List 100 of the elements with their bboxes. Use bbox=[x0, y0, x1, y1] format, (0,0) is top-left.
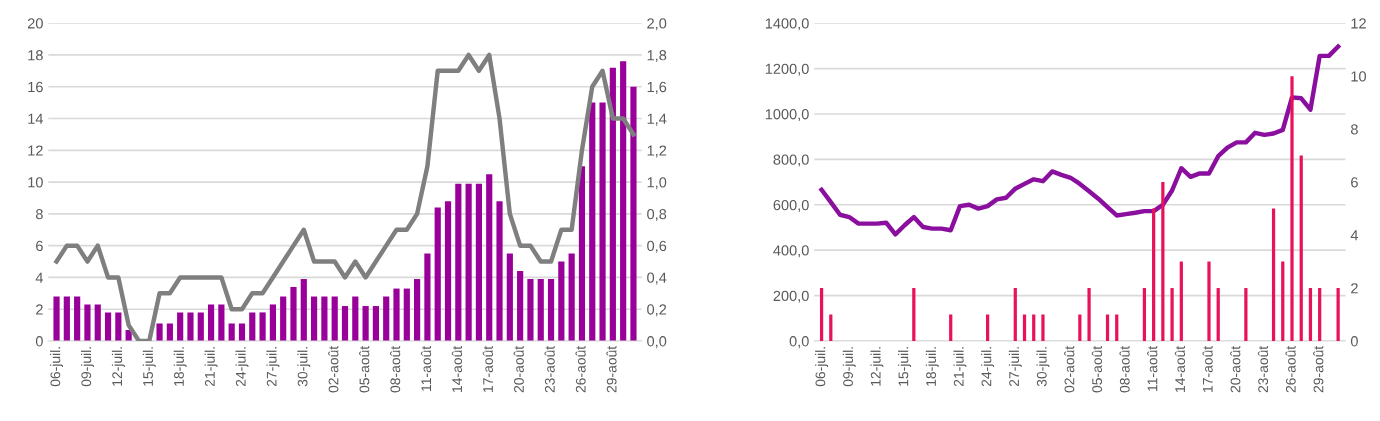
y-tick-label: 1000,0 bbox=[765, 109, 809, 122]
y2-tick-label: 2,0 bbox=[647, 18, 667, 31]
y-tick-label: 400,0 bbox=[773, 245, 809, 258]
y2-tick-label: 6 bbox=[1351, 177, 1358, 188]
x-tick-label: 11-août bbox=[1147, 345, 1158, 391]
x-tick-label: 05-août bbox=[359, 345, 370, 393]
bar bbox=[84, 304, 91, 342]
bar bbox=[1032, 314, 1036, 342]
y2-tick-label: 0,0 bbox=[647, 336, 667, 349]
x-tick-label: 29-août bbox=[1313, 345, 1324, 393]
bar bbox=[300, 279, 307, 342]
y2-tick-label: 0,2 bbox=[647, 304, 667, 317]
x-tick-label: 08-août bbox=[389, 345, 401, 393]
y2-tick-label: 10 bbox=[1351, 71, 1367, 82]
y-tick-label: 2 bbox=[36, 304, 43, 315]
bar bbox=[1308, 288, 1313, 342]
y-tick-label: 6 bbox=[36, 240, 43, 252]
y-tick-label: 18 bbox=[28, 50, 43, 61]
bar bbox=[558, 261, 565, 342]
y2-tick-label: 0,4 bbox=[647, 272, 667, 285]
bar bbox=[383, 296, 390, 342]
bar bbox=[259, 312, 266, 342]
x-tick-label: 11-août bbox=[420, 345, 432, 391]
bar bbox=[177, 312, 184, 342]
bar bbox=[829, 314, 833, 342]
bar bbox=[537, 279, 544, 342]
bar bbox=[1179, 261, 1183, 342]
bar bbox=[486, 174, 493, 342]
y2-tick-label: 1,0 bbox=[647, 177, 667, 190]
y2-tick-label: 1,8 bbox=[647, 50, 667, 63]
bar bbox=[1244, 288, 1248, 342]
bar bbox=[362, 306, 369, 342]
bar bbox=[578, 166, 586, 342]
bar bbox=[156, 323, 163, 342]
bar bbox=[187, 312, 194, 342]
y-tick-label: 20 bbox=[27, 18, 43, 29]
bar bbox=[331, 296, 338, 342]
bar bbox=[53, 296, 60, 342]
y2-tick-label: 0,8 bbox=[647, 208, 667, 222]
bar bbox=[269, 304, 276, 342]
bar bbox=[352, 296, 359, 342]
bar bbox=[527, 279, 534, 342]
x-tick-label: 18-juil. bbox=[173, 347, 187, 386]
bar bbox=[1078, 314, 1082, 342]
bar bbox=[414, 279, 421, 342]
x-tick-label: 23-août bbox=[1257, 345, 1269, 393]
x-tick-label: 30-juil. bbox=[1036, 347, 1050, 387]
bar bbox=[1041, 314, 1045, 342]
y-tick-label: 1400,0 bbox=[765, 18, 809, 31]
y-tick-label: 0 bbox=[35, 336, 43, 347]
x-tick-label: 02-août bbox=[328, 345, 339, 393]
x-tick-label: 30-juil. bbox=[297, 347, 311, 387]
bar bbox=[949, 314, 953, 342]
bar bbox=[1336, 288, 1340, 342]
bar bbox=[506, 253, 513, 342]
y2-tick-label: 1,4 bbox=[647, 113, 667, 126]
y-tick-label: 12 bbox=[28, 145, 43, 156]
y2-tick-label: 4 bbox=[1350, 230, 1359, 241]
y2-tick-label: 8 bbox=[1350, 124, 1358, 135]
x-tick-label: 02-août bbox=[1064, 345, 1075, 393]
bar bbox=[496, 201, 503, 342]
x-tick-label: 20-août bbox=[513, 345, 524, 393]
y-tick-label: 16 bbox=[28, 81, 43, 93]
x-tick-label: 27-juil. bbox=[1008, 347, 1022, 387]
x-tick-label: 17-août bbox=[482, 345, 493, 392]
bar bbox=[74, 296, 81, 342]
bar bbox=[1105, 314, 1110, 342]
bar bbox=[1115, 314, 1119, 342]
y2-tick-label: 0 bbox=[1350, 336, 1358, 347]
x-tick-label: 09-juil. bbox=[80, 347, 94, 387]
bar bbox=[1152, 208, 1156, 342]
y-tick-label: 14 bbox=[28, 113, 44, 124]
x-tick-label: 12-juil. bbox=[870, 347, 884, 386]
bar bbox=[249, 312, 256, 342]
bar bbox=[1161, 182, 1165, 342]
bar bbox=[589, 102, 596, 342]
bar bbox=[63, 296, 70, 342]
bar bbox=[620, 61, 627, 342]
bar bbox=[609, 67, 616, 342]
bar bbox=[819, 288, 824, 342]
bar bbox=[517, 271, 524, 342]
bar bbox=[424, 253, 431, 342]
bar bbox=[393, 288, 400, 342]
bar bbox=[1087, 288, 1091, 342]
bar bbox=[465, 183, 472, 342]
x-tick-label: 06-juil. bbox=[50, 347, 64, 387]
bar bbox=[475, 183, 483, 342]
x-tick-label: 20-août bbox=[1230, 345, 1241, 393]
line-series bbox=[54, 52, 636, 342]
y-tick-label: 0,0 bbox=[789, 336, 809, 349]
bar bbox=[311, 296, 318, 342]
bar bbox=[341, 306, 349, 342]
x-tick-label: 06-juil. bbox=[815, 347, 829, 387]
line-series bbox=[819, 44, 1341, 237]
bar bbox=[1022, 314, 1027, 342]
x-tick-label: 27-juil. bbox=[266, 347, 280, 387]
bar bbox=[218, 304, 225, 342]
bar bbox=[1207, 261, 1211, 342]
y-tick-label: 600,0 bbox=[773, 199, 809, 212]
y2-tick-label: 12 bbox=[1351, 18, 1366, 29]
